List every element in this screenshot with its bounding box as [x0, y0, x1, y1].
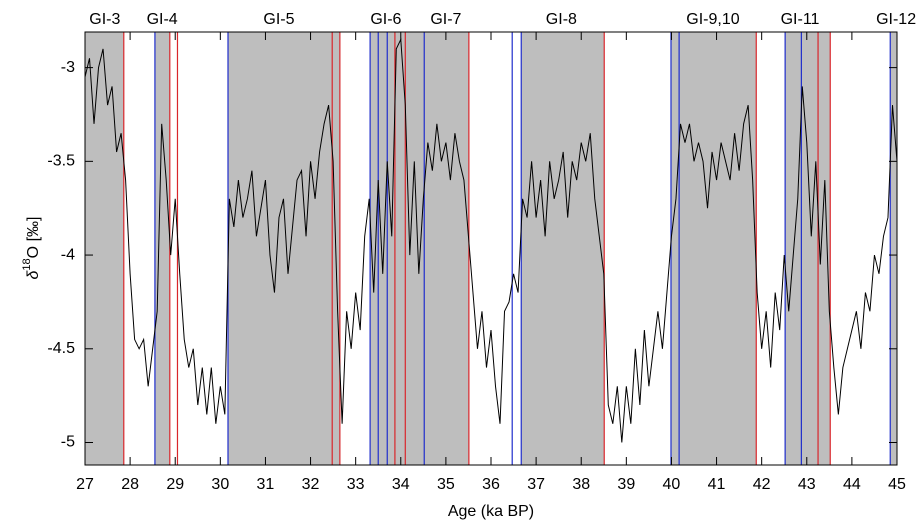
x-tick-label: 40 [663, 476, 681, 493]
y-tick-label: -4.5 [47, 340, 75, 357]
x-tick-label: 45 [888, 476, 906, 493]
x-tick-label: 30 [211, 476, 229, 493]
interval-label: GI-5 [263, 11, 294, 28]
x-tick-label: 27 [76, 476, 94, 493]
x-tick-label: 38 [572, 476, 590, 493]
x-tick-label: 31 [257, 476, 275, 493]
y-label-suffix: O [‰] [25, 217, 42, 259]
shaded-interval [890, 32, 897, 465]
x-tick-label: 35 [437, 476, 455, 493]
data-line [85, 37, 897, 443]
x-tick-label: 41 [708, 476, 726, 493]
x-tick-label: 33 [347, 476, 365, 493]
x-tick-label: 44 [843, 476, 861, 493]
interval-label: GI-3 [89, 11, 120, 28]
shaded-interval [370, 32, 469, 465]
x-tick-label: 28 [121, 476, 139, 493]
interval-label: GI-9,10 [686, 11, 739, 28]
x-tick-label: 29 [166, 476, 184, 493]
y-tick-label: -3 [61, 59, 75, 76]
shaded-interval [785, 32, 831, 465]
interval-label: GI-11 [781, 11, 820, 28]
y-label-prefix: δ [25, 269, 42, 279]
x-tick-label: 43 [798, 476, 816, 493]
shaded-interval [521, 32, 605, 465]
x-tick-label: 36 [482, 476, 500, 493]
x-axis-label: Age (ka BP) [448, 503, 534, 520]
y-tick-label: -4 [61, 246, 75, 263]
interval-label: GI-12 [876, 11, 916, 28]
shaded-interval [228, 32, 340, 465]
x-tick-label: 34 [392, 476, 410, 493]
y-axis-label: δ18O [‰] [21, 217, 42, 280]
shaded-interval [154, 32, 170, 465]
x-tick-label: 37 [527, 476, 545, 493]
plot-frame [84, 31, 898, 466]
shaded-interval [85, 32, 124, 465]
plot-background [85, 32, 897, 465]
x-tick-label: 42 [753, 476, 771, 493]
x-tick-label: 39 [617, 476, 635, 493]
x-tick-label: 32 [302, 476, 320, 493]
interval-label: GI-6 [370, 11, 401, 28]
y-label-sup: 18 [21, 258, 33, 270]
y-tick-label: -5 [61, 434, 75, 451]
interval-label: GI-7 [430, 11, 461, 28]
interval-label: GI-8 [546, 11, 577, 28]
y-tick-label: -3.5 [47, 153, 75, 170]
interval-label: GI-4 [147, 11, 178, 28]
shaded-interval [670, 32, 757, 465]
